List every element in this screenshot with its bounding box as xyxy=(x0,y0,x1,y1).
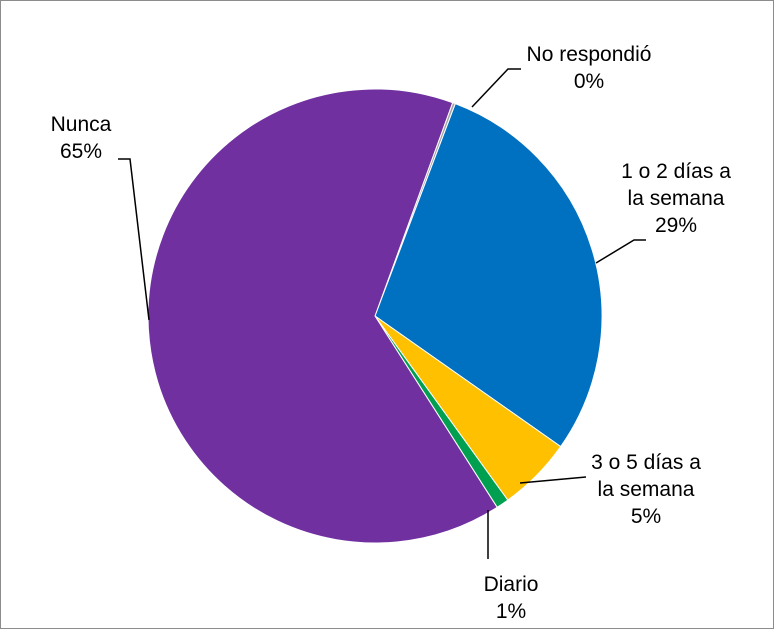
leader-line-1 xyxy=(595,239,646,264)
data-label-1: 1 o 2 días a la semana 29% xyxy=(621,160,731,237)
leader-line-4 xyxy=(118,158,150,321)
data-label-2: 3 o 5 días a la semana 5% xyxy=(591,451,701,528)
data-label-0: No respondió 0% xyxy=(527,43,652,93)
data-label-3: Diario 1% xyxy=(484,573,539,623)
pie-slice-4 xyxy=(147,88,498,544)
leader-line-0 xyxy=(471,68,521,108)
data-label-4: Nunca 65% xyxy=(51,113,112,163)
pie-slice-1 xyxy=(374,103,603,448)
leader-line-2 xyxy=(519,476,587,484)
